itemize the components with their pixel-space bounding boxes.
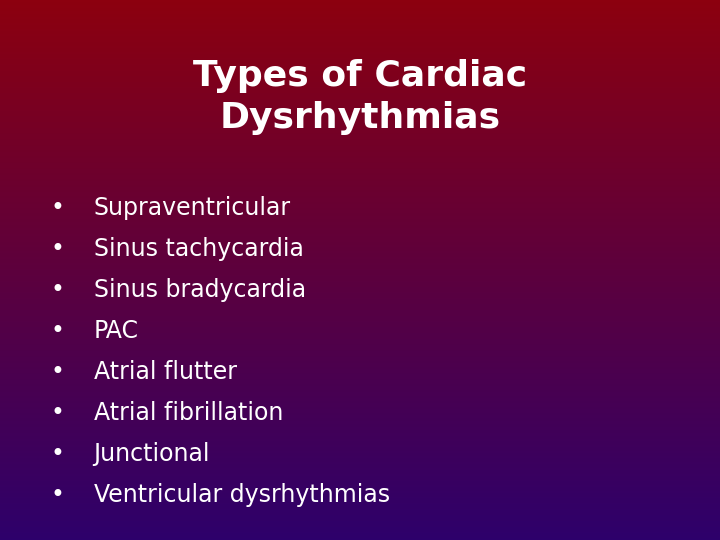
- Text: •: •: [50, 196, 65, 220]
- Text: Atrial flutter: Atrial flutter: [94, 360, 237, 384]
- Text: Supraventricular: Supraventricular: [94, 196, 291, 220]
- Text: •: •: [50, 360, 65, 384]
- Text: Sinus tachycardia: Sinus tachycardia: [94, 237, 303, 261]
- Text: •: •: [50, 319, 65, 343]
- Text: Junctional: Junctional: [94, 442, 210, 466]
- Text: Sinus bradycardia: Sinus bradycardia: [94, 278, 306, 302]
- Text: •: •: [50, 401, 65, 425]
- Text: Ventricular dysrhythmias: Ventricular dysrhythmias: [94, 483, 390, 507]
- Text: Types of Cardiac
Dysrhythmias: Types of Cardiac Dysrhythmias: [193, 59, 527, 135]
- Text: •: •: [50, 278, 65, 302]
- Text: •: •: [50, 237, 65, 261]
- Text: •: •: [50, 442, 65, 466]
- Text: •: •: [50, 483, 65, 507]
- Text: PAC: PAC: [94, 319, 139, 343]
- Text: Atrial fibrillation: Atrial fibrillation: [94, 401, 283, 425]
